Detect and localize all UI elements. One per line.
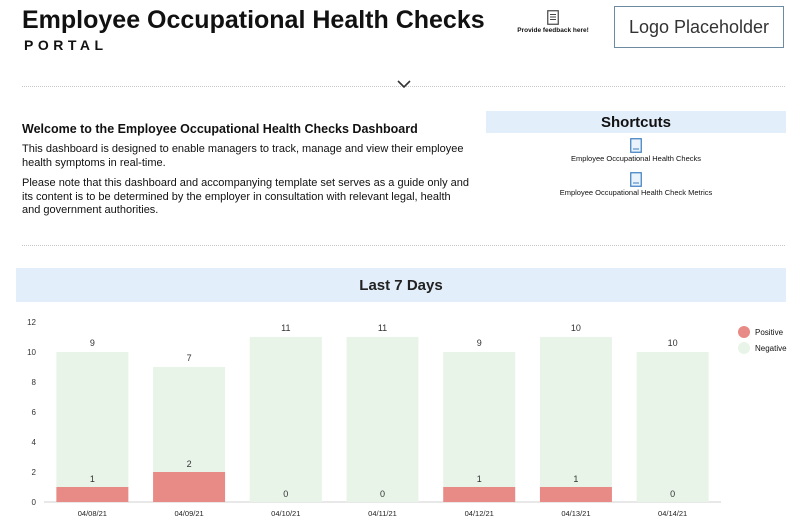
shortcut-label: Employee Occupational Health Checks: [570, 154, 702, 163]
welcome-title: Welcome to the Employee Occupational Hea…: [22, 122, 418, 136]
data-label-positive: 1: [573, 474, 578, 484]
y-tick-label: 4: [32, 438, 37, 447]
bar-negative: [636, 352, 709, 502]
x-tick-label: 04/10/21: [271, 509, 300, 518]
x-tick-label: 04/09/21: [174, 509, 203, 518]
bar-negative: [249, 337, 322, 502]
bar-negative: [153, 367, 226, 472]
divider: [22, 245, 785, 246]
y-tick-label: 6: [32, 408, 37, 417]
bar-negative: [539, 337, 612, 487]
feedback-button[interactable]: Provide feedback here!: [512, 10, 594, 34]
document-icon: [547, 10, 559, 25]
welcome-paragraph: This dashboard is designed to enable man…: [22, 143, 464, 169]
legend-swatch-negative: [738, 342, 750, 354]
chevron-down-icon[interactable]: [397, 80, 411, 89]
bar-positive: [443, 487, 516, 502]
shortcut-health-checks[interactable]: Employee Occupational Health Checks: [486, 138, 786, 163]
data-label-positive: 1: [477, 474, 482, 484]
data-label-negative: 7: [187, 353, 192, 363]
data-label-positive: 0: [283, 489, 288, 499]
bar-negative: [443, 352, 516, 487]
shortcuts-title: Shortcuts: [486, 111, 786, 133]
document-icon: [630, 172, 642, 187]
data-label-positive: 1: [90, 474, 95, 484]
feedback-label: Provide feedback here!: [517, 27, 589, 34]
data-label-negative: 10: [571, 323, 581, 333]
legend-label-negative: Negative: [755, 343, 787, 353]
x-tick-label: 04/13/21: [561, 509, 590, 518]
bar-negative: [346, 337, 419, 502]
legend-label-positive: Positive: [755, 327, 784, 337]
data-label-positive: 0: [670, 489, 675, 499]
data-label-negative: 10: [668, 338, 678, 348]
page-subtitle: PORTAL: [24, 37, 108, 53]
bar-positive: [56, 487, 129, 502]
legend-swatch-positive: [738, 326, 750, 338]
data-label-positive: 0: [380, 489, 385, 499]
stacked-bar-chart: 0246810129104/08/217204/09/2111004/10/21…: [27, 318, 721, 518]
shortcut-health-check-metrics[interactable]: Employee Occupational Health Check Metri…: [486, 172, 786, 197]
y-tick-label: 0: [32, 498, 37, 507]
bar-positive: [153, 472, 226, 502]
y-tick-label: 10: [27, 348, 36, 357]
data-label-negative: 9: [477, 338, 482, 348]
document-icon: [630, 138, 642, 153]
section-title: Last 7 Days: [16, 268, 786, 302]
data-label-negative: 11: [378, 323, 387, 333]
shortcut-label: Employee Occupational Health Check Metri…: [559, 188, 713, 197]
data-label-negative: 11: [281, 323, 290, 333]
page-title: Employee Occupational Health Checks: [22, 6, 485, 34]
bar-negative: [56, 352, 129, 487]
legend-item-negative[interactable]: Negative: [738, 342, 787, 354]
x-tick-label: 04/08/21: [78, 509, 107, 518]
data-label-positive: 2: [187, 459, 192, 469]
y-tick-label: 12: [27, 318, 36, 327]
disclaimer-paragraph: Please note that this dashboard and acco…: [22, 177, 470, 216]
y-tick-label: 2: [32, 468, 37, 477]
x-tick-label: 04/11/21: [368, 509, 397, 518]
x-tick-label: 04/12/21: [465, 509, 494, 518]
x-tick-label: 04/14/21: [658, 509, 687, 518]
y-tick-label: 8: [32, 378, 37, 387]
chart-legend: Positive Negative: [738, 326, 787, 358]
logo-placeholder: Logo Placeholder: [614, 6, 784, 48]
bar-positive: [539, 487, 612, 502]
data-label-negative: 9: [90, 338, 95, 348]
legend-item-positive[interactable]: Positive: [738, 326, 787, 338]
